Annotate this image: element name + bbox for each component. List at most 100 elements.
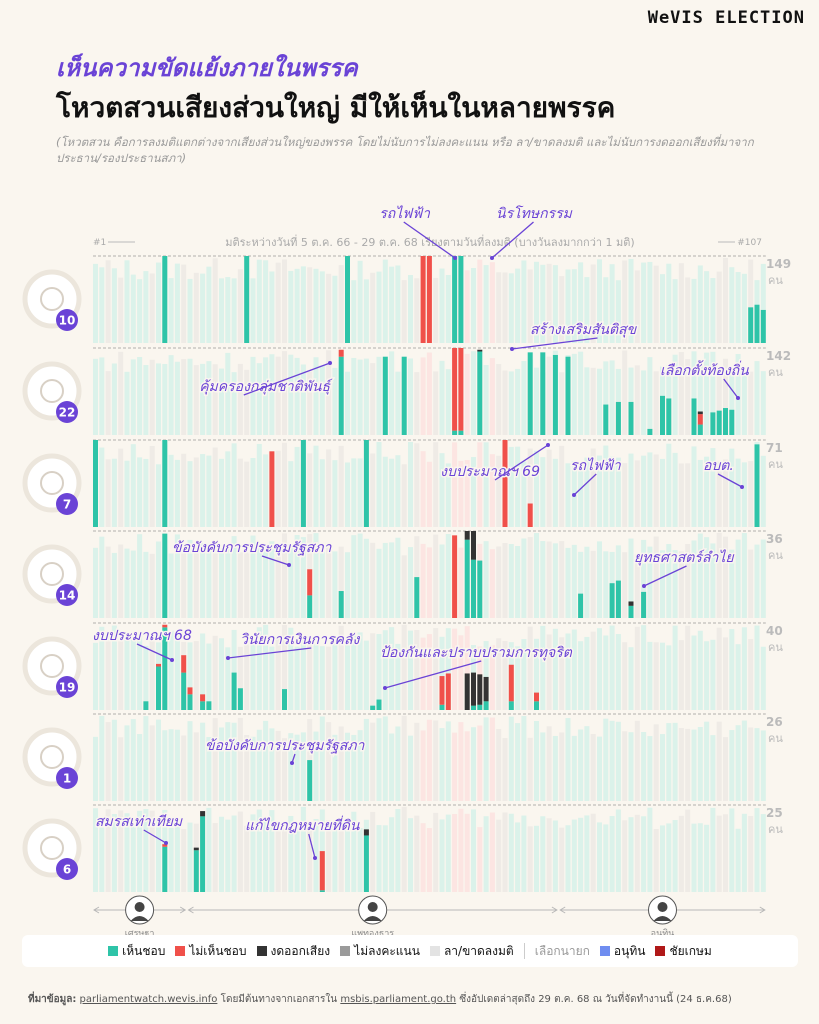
background-bar bbox=[477, 259, 483, 343]
background-bar bbox=[603, 445, 609, 527]
source-link-1[interactable]: parliamentwatch.wevis.info bbox=[79, 994, 218, 1005]
background-bar bbox=[181, 359, 187, 435]
background-bar bbox=[187, 278, 193, 343]
background-bar bbox=[124, 460, 130, 527]
vote-bar-agree bbox=[338, 591, 344, 618]
background-bar bbox=[181, 547, 187, 618]
background-bar bbox=[622, 731, 628, 801]
background-bar bbox=[590, 733, 596, 801]
party-logo-mark bbox=[40, 379, 64, 403]
pm-portrait-body bbox=[653, 916, 672, 921]
vote-bar-disagree bbox=[420, 256, 426, 343]
background-bar bbox=[181, 453, 187, 527]
background-bar bbox=[489, 717, 495, 801]
background-bar bbox=[168, 729, 174, 801]
background-bar bbox=[401, 806, 407, 892]
background-bar bbox=[219, 458, 224, 527]
background-bar bbox=[672, 722, 678, 801]
background-bar bbox=[187, 358, 193, 435]
background-bar bbox=[521, 461, 527, 527]
annotation-arrow-head bbox=[287, 563, 291, 567]
background-bar bbox=[244, 735, 250, 801]
background-bar bbox=[483, 365, 489, 435]
row-max-unit: คน bbox=[768, 823, 783, 836]
annotation-label: สมรสเท่าเทียม bbox=[95, 814, 183, 830]
background-bar bbox=[641, 732, 647, 801]
background-bar bbox=[105, 809, 111, 892]
annotation-arrow-head bbox=[453, 256, 457, 260]
background-bar bbox=[660, 458, 665, 527]
legend-swatch bbox=[175, 946, 186, 956]
background-bar bbox=[137, 457, 143, 527]
legend-label: ไม่ลงคะแนน bbox=[354, 943, 420, 958]
background-bar bbox=[489, 549, 495, 618]
annotation-arrow bbox=[723, 378, 739, 399]
background-bar bbox=[445, 274, 451, 343]
background-bar bbox=[634, 270, 640, 343]
background-bar bbox=[414, 536, 420, 618]
annotation-label: แก้ไขกฎหมายที่ดิน bbox=[245, 815, 360, 834]
party-logo-mark bbox=[40, 836, 64, 860]
background-bar bbox=[521, 538, 527, 618]
background-bar bbox=[603, 718, 609, 801]
vote-bar-abstain bbox=[200, 811, 206, 817]
background-bar bbox=[326, 449, 332, 527]
background-bar bbox=[628, 732, 634, 801]
background-bar bbox=[326, 547, 332, 618]
vote-bar-agree bbox=[200, 701, 206, 710]
background-bar bbox=[521, 815, 527, 892]
background-bar bbox=[508, 716, 514, 801]
background-bar bbox=[389, 733, 395, 801]
legend-label: เลือกนายก bbox=[534, 943, 590, 958]
vote-bar-agree bbox=[527, 352, 533, 435]
pm-timeline-arrow bbox=[179, 906, 187, 914]
background-bar bbox=[540, 625, 546, 710]
row-max-unit: คน bbox=[768, 366, 783, 379]
background-bar bbox=[149, 553, 155, 618]
background-bar bbox=[546, 726, 552, 801]
background-bar bbox=[735, 539, 741, 618]
annotation-arrow-head bbox=[510, 347, 514, 351]
background-bar bbox=[634, 460, 640, 527]
background-bar bbox=[351, 280, 357, 343]
background-bar bbox=[628, 453, 634, 527]
row-max-unit: คน bbox=[768, 549, 783, 562]
background-bar bbox=[426, 719, 432, 801]
background-bar bbox=[156, 541, 161, 618]
background-bar bbox=[741, 368, 747, 435]
background-bar bbox=[540, 816, 546, 892]
background-bar bbox=[345, 462, 350, 527]
background-bar bbox=[634, 365, 640, 435]
background-bar bbox=[357, 632, 363, 710]
vote-bar-disagree bbox=[319, 851, 325, 891]
background-bar bbox=[685, 809, 691, 892]
background-bar bbox=[565, 463, 571, 527]
background-bar bbox=[483, 541, 489, 618]
vote-bar-agree bbox=[641, 591, 647, 618]
background-bar bbox=[307, 638, 313, 710]
background-bar bbox=[363, 718, 369, 801]
background-bar bbox=[294, 534, 300, 618]
background-bar bbox=[439, 268, 445, 343]
background-bar bbox=[502, 370, 508, 435]
background-bar bbox=[609, 816, 615, 892]
background-bar bbox=[193, 641, 199, 710]
background-bar bbox=[93, 736, 98, 801]
background-bar bbox=[307, 267, 313, 343]
background-bar bbox=[181, 264, 187, 343]
background-bar bbox=[458, 635, 464, 710]
source-link-2[interactable]: msbis.parliament.go.th bbox=[340, 994, 457, 1005]
axis-caption: มติระหว่างวันที่ 5 ต.ค. 66 - 29 ต.ค. 68 … bbox=[225, 234, 634, 249]
axis-end-label: #107 bbox=[737, 238, 762, 248]
vote-bar-disagree bbox=[269, 451, 275, 527]
vote-bar-agree bbox=[200, 816, 206, 892]
background-bar bbox=[332, 275, 338, 343]
party-logo-mark bbox=[40, 654, 64, 678]
legend-divider bbox=[523, 943, 525, 959]
background-bar bbox=[559, 372, 565, 435]
background-bar bbox=[143, 809, 149, 892]
party-row-pheuthai bbox=[22, 347, 766, 435]
vote-bar-agree bbox=[231, 672, 237, 710]
vote-bar-agree bbox=[603, 404, 609, 435]
vote-bar-abstain bbox=[363, 829, 369, 836]
